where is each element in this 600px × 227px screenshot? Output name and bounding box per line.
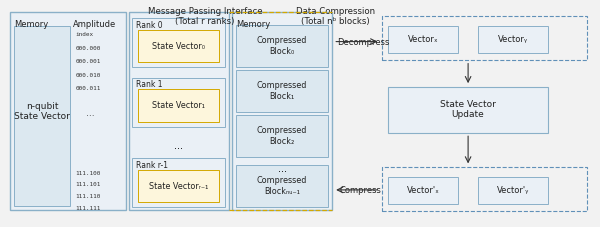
Text: Rank r-1: Rank r-1 — [136, 161, 168, 170]
Text: Compressed
Block₁: Compressed Block₁ — [257, 81, 307, 101]
Bar — [388, 86, 548, 133]
Text: 000.010: 000.010 — [76, 73, 101, 78]
Bar — [236, 115, 328, 157]
Text: Compressed
Blockₙᵤ₋₁: Compressed Blockₙᵤ₋₁ — [257, 176, 307, 196]
Text: n-qubit
State Vector: n-qubit State Vector — [14, 101, 70, 121]
Text: index: index — [76, 32, 94, 37]
Bar — [382, 16, 587, 59]
Text: Rank 0: Rank 0 — [136, 21, 163, 30]
Text: 111.101: 111.101 — [76, 183, 101, 188]
Bar — [10, 12, 126, 210]
Bar — [14, 26, 70, 206]
Bar — [236, 25, 328, 67]
Text: Message Passing Interface
(Total r ranks): Message Passing Interface (Total r ranks… — [148, 7, 262, 26]
Bar — [478, 177, 548, 204]
Bar — [478, 26, 548, 53]
Text: Decompress: Decompress — [337, 37, 389, 47]
Text: ...: ... — [278, 164, 287, 174]
Text: Compressed
Block₂: Compressed Block₂ — [257, 126, 307, 146]
Text: Memory: Memory — [236, 20, 270, 29]
Text: Rank 1: Rank 1 — [136, 80, 163, 89]
Text: State Vector₁: State Vector₁ — [152, 101, 205, 110]
Bar — [133, 18, 225, 67]
Bar — [133, 158, 225, 207]
Bar — [388, 26, 458, 53]
Text: 000.001: 000.001 — [76, 59, 101, 64]
Text: Amplitude: Amplitude — [73, 20, 116, 29]
Bar — [236, 70, 328, 112]
Bar — [139, 89, 219, 122]
Bar — [382, 167, 587, 211]
Text: State Vector
Update: State Vector Update — [440, 100, 496, 119]
Text: Data Compression
(Total nᵇ blocks): Data Compression (Total nᵇ blocks) — [296, 7, 375, 26]
Text: State Vectorᵣ₋₁: State Vectorᵣ₋₁ — [149, 182, 209, 191]
Text: Compress: Compress — [339, 186, 381, 195]
Bar — [388, 177, 458, 204]
Text: Vector'ₓ: Vector'ₓ — [407, 186, 439, 195]
Bar — [232, 12, 332, 210]
Text: 000.000: 000.000 — [76, 46, 101, 51]
Bar — [139, 30, 219, 62]
Text: 000.011: 000.011 — [76, 86, 101, 91]
Bar — [139, 170, 219, 202]
Text: ...: ... — [175, 141, 184, 151]
Bar — [133, 78, 225, 127]
Bar — [236, 165, 328, 207]
Text: 111.111: 111.111 — [76, 206, 101, 211]
Text: Compressed
Block₀: Compressed Block₀ — [257, 36, 307, 56]
Text: Vectorₓ: Vectorₓ — [407, 35, 438, 44]
Text: Memory: Memory — [14, 20, 48, 29]
Text: 111.110: 111.110 — [76, 194, 101, 199]
Bar — [129, 12, 229, 210]
Text: State Vector₀: State Vector₀ — [152, 42, 205, 51]
Text: Vector'ᵧ: Vector'ᵧ — [497, 186, 529, 195]
Text: ...: ... — [86, 109, 95, 118]
Text: Vectorᵧ: Vectorᵧ — [498, 35, 529, 44]
Text: 111.100: 111.100 — [76, 171, 101, 176]
